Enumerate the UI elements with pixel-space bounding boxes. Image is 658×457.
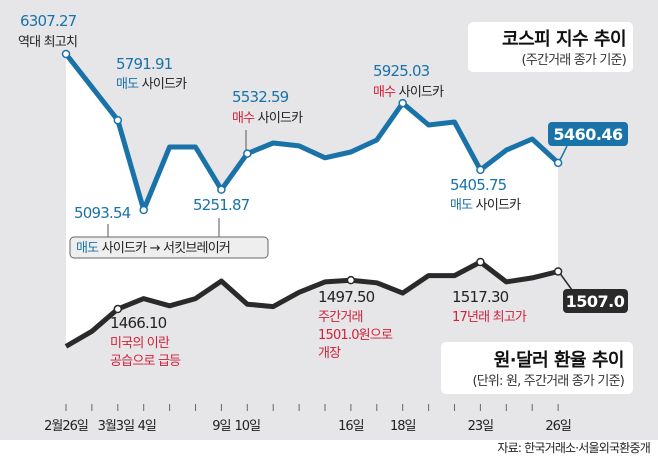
annotation-note-text: 사이드카 xyxy=(138,77,187,92)
annotation-note: 역대 최고치 xyxy=(18,35,77,50)
annotation-note: 개장 xyxy=(318,346,341,361)
annotation-note: 주간거래 xyxy=(318,310,363,325)
fx-data-point xyxy=(553,267,563,276)
kospi-annotations: 6307.27 5791.91 5093.54 5251.87 5532.59 … xyxy=(20,12,507,222)
fx-data-point xyxy=(476,257,485,267)
callout-colored: 매도 xyxy=(76,241,99,256)
fx-series-line xyxy=(64,259,559,349)
kospi-data-point xyxy=(553,158,563,168)
annotation-note: 매수 사이드카 xyxy=(232,111,303,126)
kospi-data-point xyxy=(398,98,407,108)
x-tick-label: 26일 xyxy=(545,419,571,434)
leader-lines xyxy=(107,130,573,291)
data-label: 1497.50 xyxy=(318,288,375,306)
source-note: 자료: 한국거래소·서울외국환중개 xyxy=(497,441,650,455)
x-axis-ticks xyxy=(65,404,559,411)
annotation-note-colored: 매수 xyxy=(232,111,255,126)
kospi-last-value-box xyxy=(548,122,628,146)
kospi-data-point xyxy=(243,149,252,158)
kospi-title: 코스피 지수 추이 xyxy=(502,29,626,50)
data-label: 1466.10 xyxy=(110,314,167,332)
kospi-data-point xyxy=(61,49,71,59)
callout-box xyxy=(69,236,269,259)
data-label: 5925.03 xyxy=(373,62,430,80)
annotation-note: 매도 사이드카 xyxy=(116,77,187,92)
data-label: 5532.59 xyxy=(232,88,289,106)
data-label: 5405.75 xyxy=(450,176,507,194)
x-tick-label: 23일 xyxy=(468,419,494,434)
annotation-note-text: 사이드카 xyxy=(395,85,444,100)
kospi-data-point xyxy=(113,115,123,125)
annotation-note-colored: 매수 xyxy=(373,85,396,100)
data-label: 1517.30 xyxy=(452,288,509,306)
kospi-title-box xyxy=(468,22,633,72)
data-label: 6307.27 xyxy=(20,12,77,30)
fx-data-point xyxy=(113,304,123,314)
fx-title: 원·달러 환율 추이 xyxy=(494,349,624,371)
x-axis-labels: 2월26일 3월3일 4일 9일 10일 16일 18일 23일 26일 xyxy=(44,419,572,434)
fx-subtitle: (단위: 원, 주간거래 종가 기준) xyxy=(472,374,624,389)
annotation-note: 매도 사이드카 xyxy=(450,198,521,213)
annotation-note-text: 사이드카 xyxy=(254,111,303,126)
annotation-note: 매수 사이드카 xyxy=(373,85,444,100)
fx-title-box xyxy=(441,342,633,394)
kospi-subtitle: (주간거래 종가 기준) xyxy=(522,53,627,68)
annotation-note-colored: 매도 xyxy=(450,198,473,213)
kospi-series-line xyxy=(64,52,560,213)
x-tick-label: 9일 xyxy=(212,419,230,434)
x-tick-label: 4일 xyxy=(138,419,156,434)
annotation-note-colored: 매도 xyxy=(116,77,139,92)
annotation-note: 17년래 최고가 xyxy=(452,310,527,325)
callout-text: 매도 사이드카 → 서킷브레이커 xyxy=(76,241,230,256)
fx-last-value: 1507.0 xyxy=(566,292,625,311)
x-tick-label: 2월26일 xyxy=(44,419,88,434)
data-label: 5251.87 xyxy=(193,196,250,214)
data-label: 5791.91 xyxy=(116,55,173,73)
kospi-last-value: 5460.46 xyxy=(553,125,623,144)
x-tick-label: 10일 xyxy=(235,419,261,434)
callout-rest: 사이드카 → 서킷브레이커 xyxy=(98,241,230,256)
kospi-data-point xyxy=(476,165,485,175)
fx-last-value-box xyxy=(563,289,628,313)
x-tick-label: 16일 xyxy=(338,419,364,434)
kospi-data-point xyxy=(217,185,226,194)
annotation-note: 1501.0원으로 xyxy=(318,328,393,343)
x-tick-label: 3월3일 xyxy=(98,419,135,434)
kospi-data-point xyxy=(139,205,148,215)
fx-data-point xyxy=(346,275,356,285)
annotation-note-text: 사이드카 xyxy=(472,198,521,213)
annotation-note: 미국의 이란 xyxy=(110,336,170,351)
annotation-note: 공습으로 급등 xyxy=(110,354,181,369)
x-tick-label: 18일 xyxy=(390,419,416,434)
data-label: 5093.54 xyxy=(74,204,131,222)
